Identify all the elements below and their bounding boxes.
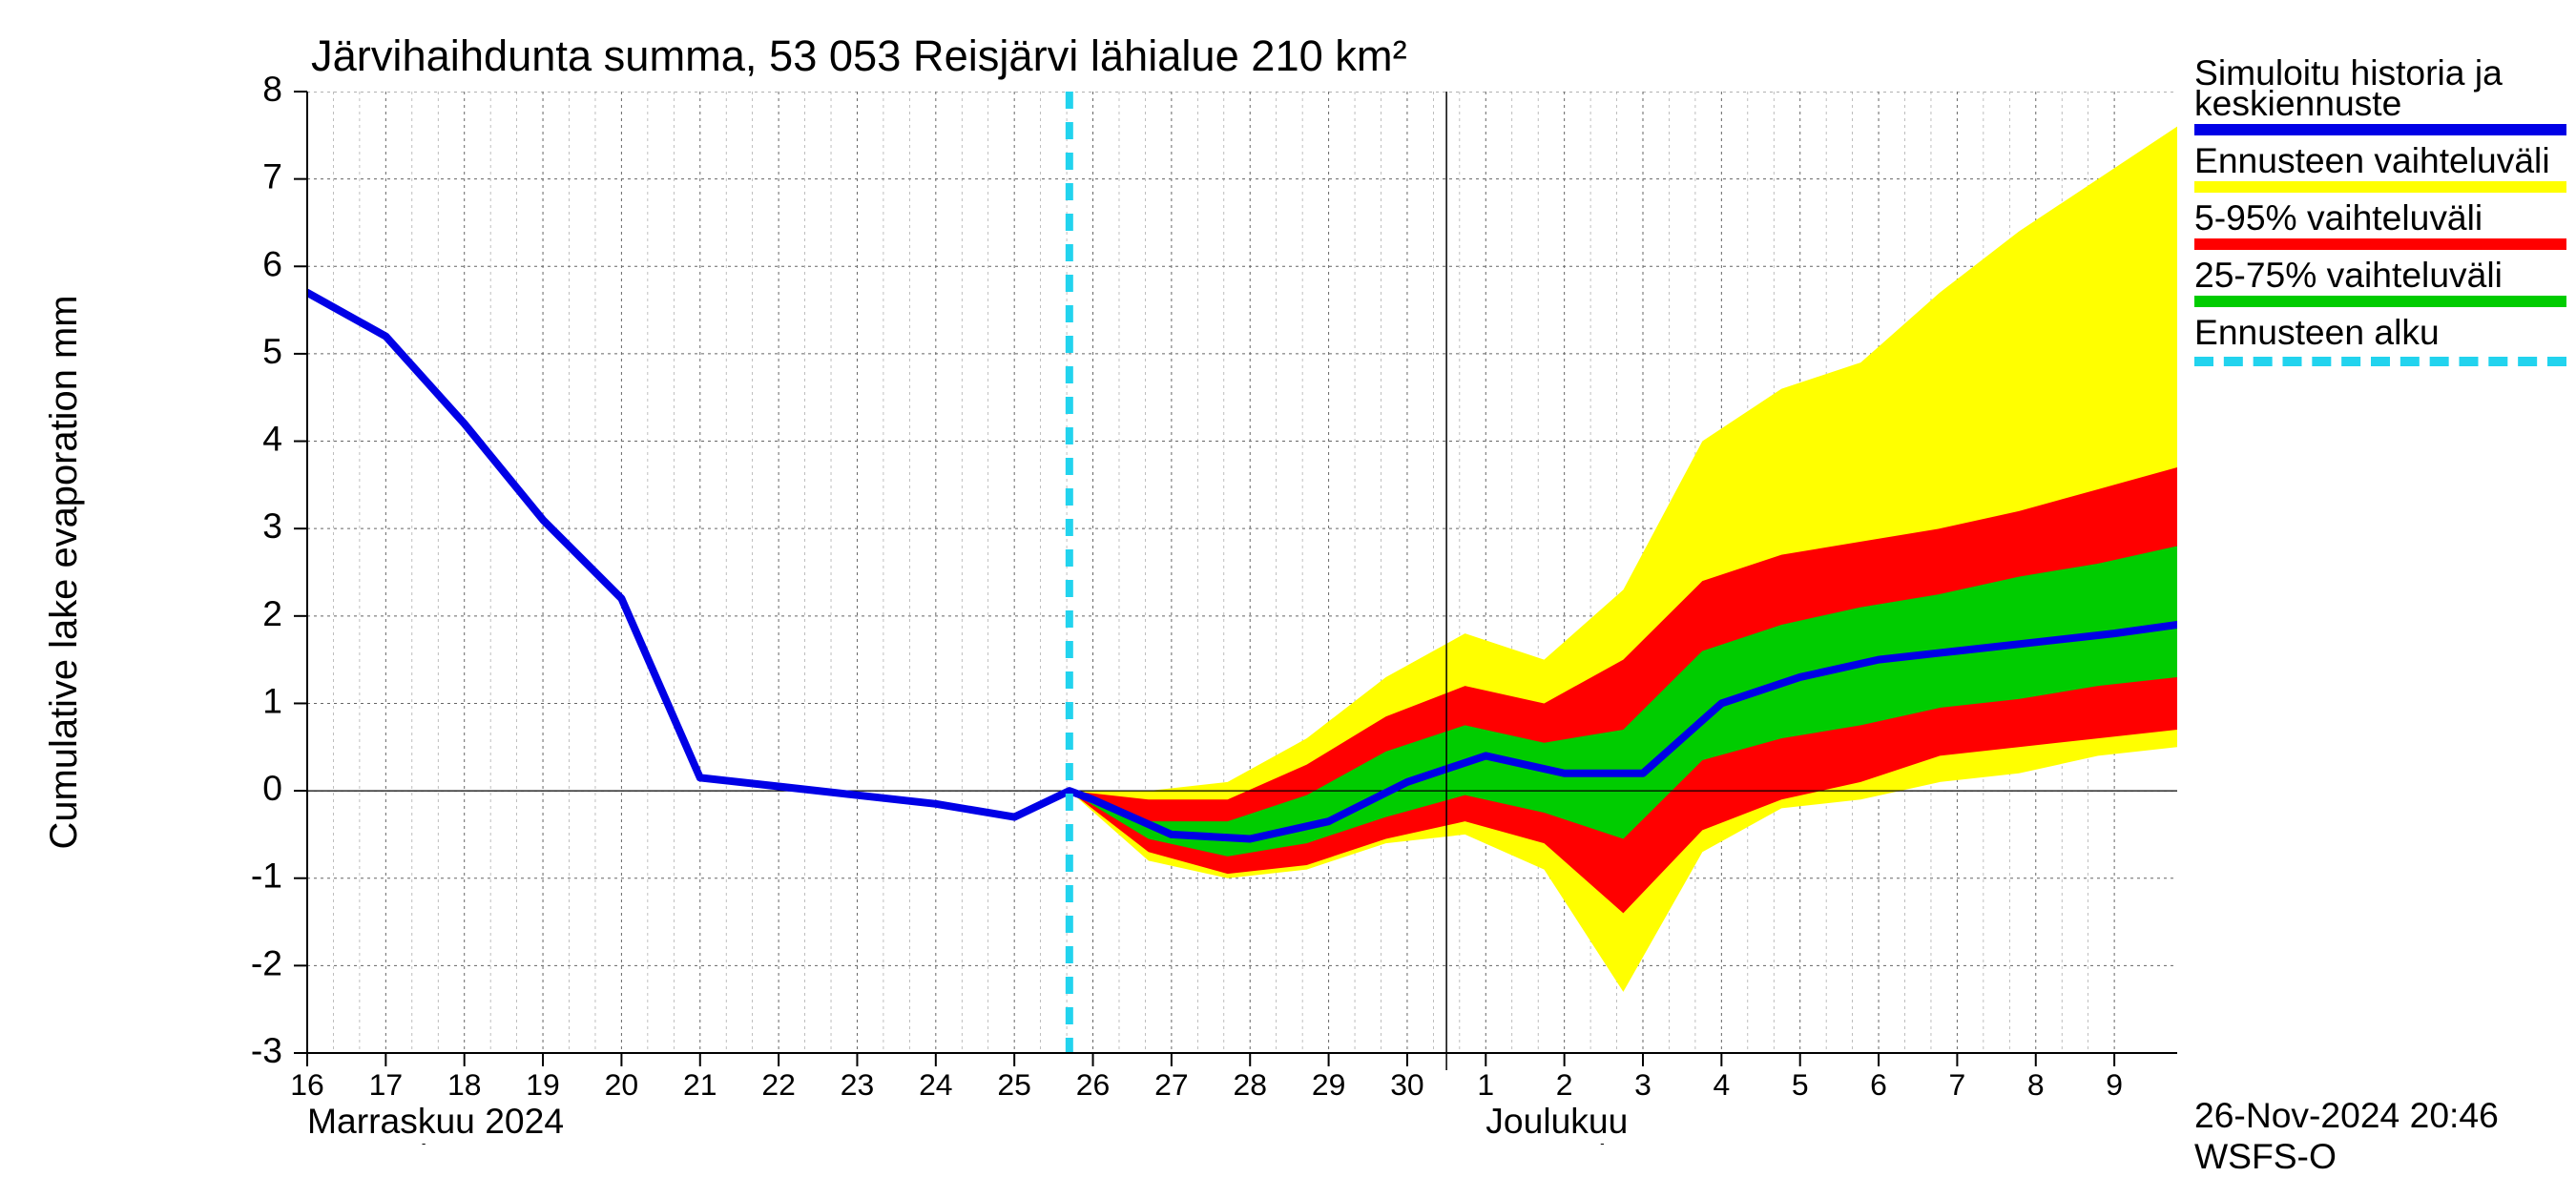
y-tick-label: -2: [251, 942, 282, 982]
x-tick-label: 20: [605, 1067, 639, 1102]
x-tick-label: 29: [1312, 1067, 1346, 1102]
chart-svg: -3-2-10123456781617181920212223242526272…: [0, 0, 2576, 1145]
x-tick-label: 30: [1390, 1067, 1424, 1102]
x-tick-label: 28: [1233, 1067, 1267, 1102]
legend-entry: 25-75% vaihteluväli: [2194, 259, 2566, 307]
x-tick-label: 19: [526, 1067, 560, 1102]
x-tick-label: 22: [761, 1067, 796, 1102]
y-tick-label: 5: [262, 331, 282, 371]
legend: Simuloitu historia jakeskiennuste Ennuste…: [2194, 57, 2566, 376]
legend-swatch: [2194, 238, 2566, 250]
x-tick-label: 24: [919, 1067, 953, 1102]
legend-label: Ennusteen vaihteluväli: [2194, 145, 2566, 176]
x-tick-label: 6: [1870, 1067, 1887, 1102]
month2-fi: Joulukuu: [1485, 1101, 1628, 1141]
month1-fi: Marraskuu 2024: [307, 1101, 564, 1141]
month1-en: November: [307, 1137, 471, 1145]
month2-en: December: [1485, 1137, 1650, 1145]
chart-title: Järvihaihdunta summa, 53 053 Reisjärvi l…: [311, 31, 1407, 80]
x-tick-label: 4: [1713, 1067, 1730, 1102]
x-tick-label: 26: [1076, 1067, 1111, 1102]
legend-swatch: [2194, 296, 2566, 307]
y-tick-label: 8: [262, 69, 282, 109]
x-tick-label: 18: [447, 1067, 482, 1102]
page: -3-2-10123456781617181920212223242526272…: [0, 0, 2576, 1145]
legend-swatch: [2194, 357, 2566, 366]
y-tick-label: 7: [262, 156, 282, 196]
legend-entry: Ennusteen vaihteluväli: [2194, 145, 2566, 193]
chart-bg: [0, 0, 2576, 1145]
x-tick-label: 1: [1477, 1067, 1494, 1102]
y-axis-label: Cumulative lake evaporation mm: [43, 296, 85, 850]
timestamp-label: 26-Nov-2024 20:46 WSFS-O: [2194, 1095, 2576, 1177]
legend-label: 5-95% vaihteluväli: [2194, 202, 2566, 233]
legend-label: 25-75% vaihteluväli: [2194, 259, 2566, 290]
x-tick-label: 9: [2106, 1067, 2123, 1102]
x-tick-label: 8: [2027, 1067, 2045, 1102]
x-tick-label: 27: [1154, 1067, 1189, 1102]
legend-entry: 5-95% vaihteluväli: [2194, 202, 2566, 250]
y-tick-label: -1: [251, 856, 282, 896]
x-tick-label: 3: [1634, 1067, 1652, 1102]
legend-label: Ennusteen alku: [2194, 317, 2566, 347]
y-tick-label: 6: [262, 243, 282, 283]
y-tick-label: -3: [251, 1030, 282, 1070]
x-tick-label: 2: [1556, 1067, 1573, 1102]
x-tick-label: 16: [290, 1067, 324, 1102]
x-tick-label: 23: [841, 1067, 875, 1102]
y-tick-label: 3: [262, 506, 282, 546]
x-tick-label: 17: [369, 1067, 404, 1102]
x-tick-label: 5: [1792, 1067, 1809, 1102]
legend-entry: Simuloitu historia jakeskiennuste: [2194, 57, 2566, 135]
legend-swatch: [2194, 181, 2566, 193]
y-tick-label: 4: [262, 419, 282, 459]
legend-swatch: [2194, 124, 2566, 135]
y-tick-label: 2: [262, 593, 282, 633]
legend-entry: Ennusteen alku: [2194, 317, 2566, 366]
legend-label: keskiennuste: [2194, 88, 2566, 118]
y-tick-label: 1: [262, 680, 282, 720]
x-tick-label: 7: [1949, 1067, 1966, 1102]
x-tick-label: 25: [997, 1067, 1031, 1102]
x-tick-label: 21: [683, 1067, 717, 1102]
y-tick-label: 0: [262, 768, 282, 808]
